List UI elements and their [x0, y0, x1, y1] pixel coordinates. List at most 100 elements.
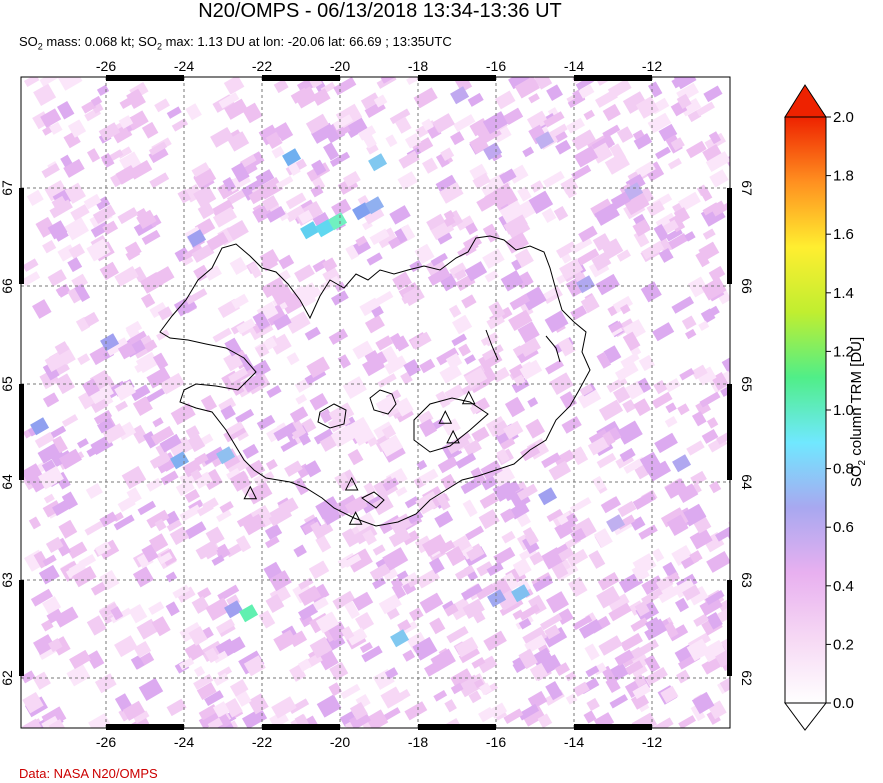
so2-pixel: [437, 540, 456, 555]
so2-pixel: [261, 277, 286, 299]
so2-pixel: [206, 231, 229, 251]
so2-pixel: [679, 368, 695, 381]
so2-pixel: [305, 113, 329, 135]
so2-pixel: [75, 316, 91, 332]
so2-pixel: [689, 528, 713, 550]
lat-label-right: 62: [739, 670, 755, 686]
so2-pixel: [653, 223, 669, 242]
so2-pixel: [699, 186, 713, 202]
so2-pixel: [482, 248, 505, 269]
so2-pixel: [404, 133, 422, 149]
so2-pixel: [690, 703, 706, 722]
so2-pixel: [184, 641, 205, 662]
lat-label-left: 66: [0, 278, 15, 294]
so2-pixel: [357, 125, 377, 141]
colorbar-overflow-triangle: [784, 84, 827, 118]
so2-pixel: [680, 97, 702, 117]
so2-pixel-high: [315, 219, 335, 238]
so2-pixel: [578, 618, 603, 639]
so2-pixel: [126, 110, 149, 131]
so2-pixel: [316, 694, 342, 718]
so2-pixel: [414, 243, 435, 265]
so2-pixel: [375, 394, 399, 417]
so2-pixel: [340, 683, 361, 700]
so2-pixel: [49, 199, 73, 219]
so2-pixel: [143, 339, 158, 353]
so2-pixel: [166, 106, 182, 119]
so2-pixel-high: [100, 333, 120, 352]
so2-pixel: [382, 547, 409, 571]
so2-pixel: [527, 690, 548, 710]
so2-pixel: [94, 541, 112, 556]
so2-pixel: [530, 180, 544, 193]
so2-pixel: [499, 168, 517, 185]
so2-pixel: [632, 553, 657, 576]
map-subtitle: SO2 mass: 0.068 kt; SO2 max: 1.13 DU at …: [19, 34, 452, 52]
so2-pixel-high: [576, 275, 596, 294]
so2-pixel: [602, 124, 621, 139]
so2-pixel: [633, 673, 647, 688]
so2-pixel: [86, 615, 107, 636]
lon-label-bottom: -26: [96, 734, 116, 750]
so2-pixel: [508, 77, 531, 90]
so2-pixel: [508, 221, 531, 240]
so2-pixel: [328, 682, 343, 697]
so2-pixel: [378, 593, 402, 615]
so2-pixel: [198, 709, 223, 728]
so2-pixel: [417, 410, 434, 425]
so2-pixel: [265, 205, 286, 223]
lon-label-top: -14: [564, 58, 584, 74]
so2-pixel: [41, 163, 60, 179]
lat-label-right: 67: [739, 180, 755, 196]
so2-pixel: [678, 191, 701, 212]
so2-pixel: [165, 601, 180, 617]
so2-pixel: [38, 564, 60, 585]
so2-pixel: [333, 77, 357, 96]
so2-pixel: [435, 390, 451, 409]
so2-pixel-high: [450, 86, 470, 105]
so2-pixel: [457, 241, 479, 258]
so2-pixel: [592, 233, 612, 252]
so2-pixel: [117, 341, 137, 360]
so2-pixel: [403, 358, 421, 377]
so2-pixel: [548, 460, 572, 481]
so2-pixel: [134, 358, 153, 373]
so2-pixel: [631, 712, 658, 728]
so2-pixel: [526, 110, 549, 131]
so2-pixel: [543, 626, 568, 648]
so2-pixel: [110, 173, 124, 188]
so2-pixel-high: [328, 212, 348, 231]
so2-pixel: [529, 662, 548, 681]
so2-pixel: [310, 184, 324, 198]
so2-pixel: [565, 671, 577, 682]
so2-pixel: [402, 285, 425, 307]
so2-pixel: [630, 617, 649, 632]
so2-pixel: [454, 269, 467, 281]
so2-pixel: [604, 151, 630, 175]
so2-pixel: [612, 295, 634, 313]
so2-pixel: [632, 129, 645, 140]
so2-pixel: [616, 249, 631, 262]
so2-pixel: [41, 619, 54, 632]
so2-pixel: [141, 229, 161, 246]
so2-pixel: [633, 133, 653, 150]
so2-pixel: [61, 414, 79, 428]
so2-pixel: [34, 431, 55, 449]
so2-pixel: [196, 502, 214, 517]
so2-pixel: [224, 98, 249, 120]
so2-pixel: [92, 204, 116, 225]
so2-pixel: [42, 239, 57, 254]
so2-pixel: [383, 707, 401, 721]
so2-pixel: [310, 521, 322, 533]
so2-pixel: [169, 526, 190, 546]
so2-pixel: [39, 77, 61, 87]
so2-pixel: [527, 397, 539, 408]
so2-pixel: [610, 191, 631, 210]
so2-pixel: [47, 269, 67, 287]
so2-pixel: [559, 258, 584, 280]
frame-tick-top: [418, 75, 496, 81]
so2-pixel: [454, 564, 475, 581]
so2-pixel: [646, 200, 665, 217]
so2-pixel: [247, 693, 269, 715]
so2-pixel: [99, 602, 119, 619]
